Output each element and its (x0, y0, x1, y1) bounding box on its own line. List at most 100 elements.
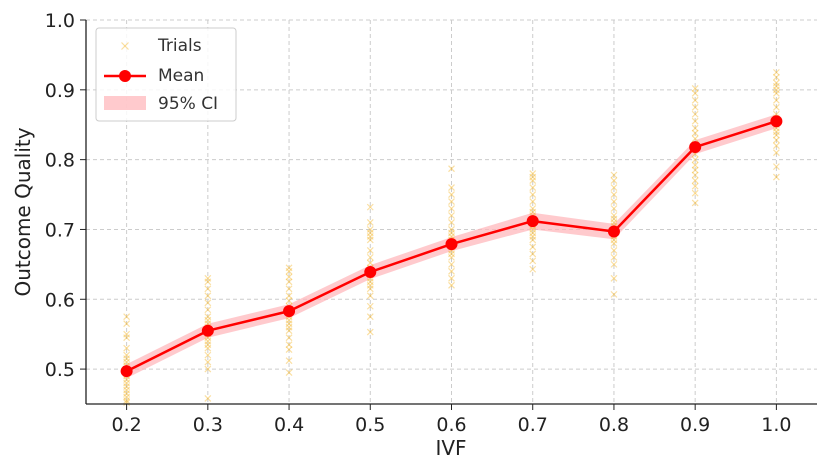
trial-point-stroke (610, 171, 618, 179)
trial-point-stroke (610, 260, 618, 268)
trial-point (529, 229, 537, 237)
trial-point (529, 191, 537, 198)
trial-point-stroke (529, 226, 537, 233)
trial-point-stroke (123, 383, 131, 390)
trial-point-stroke (123, 358, 131, 366)
y-tick-label: 0.9 (45, 80, 75, 102)
trial-point-stroke (529, 229, 537, 237)
trial-point-stroke (448, 250, 455, 258)
trial-point (285, 323, 293, 331)
trial-point-stroke (448, 226, 455, 233)
trial-point-stroke (204, 278, 212, 286)
trial-point (123, 313, 131, 321)
trial-point-stroke (529, 173, 537, 181)
trial-point-stroke (448, 226, 455, 233)
trial-point-stroke (448, 267, 455, 275)
trial-point-stroke (285, 316, 293, 324)
x-tick-label: 0.7 (518, 414, 548, 436)
trial-point-stroke (204, 344, 212, 352)
x-tick-label: 0.9 (680, 414, 710, 436)
trial-point (285, 278, 293, 286)
legend-trial-x (121, 42, 129, 50)
trial-point (123, 383, 131, 390)
trial-point-stroke (366, 236, 374, 244)
x-axis-label: IVF (435, 436, 466, 460)
trial-point (366, 233, 374, 240)
trial-point-stroke (772, 89, 780, 97)
trial-point-stroke (448, 198, 455, 205)
trial-point-stroke (366, 229, 374, 237)
trial-point-stroke (285, 267, 293, 275)
trial-point (610, 236, 618, 244)
trial-point-stroke (448, 281, 455, 289)
trial-point-stroke (123, 313, 131, 321)
trial-point-stroke (772, 173, 780, 181)
trial-point-stroke (772, 131, 780, 139)
trial-point-stroke (366, 253, 374, 261)
trial-point (691, 110, 699, 118)
trial-point-stroke (772, 128, 780, 136)
trial-point-stroke (366, 203, 374, 211)
trial-point-stroke (772, 163, 780, 171)
trial-point-stroke (366, 259, 374, 267)
trial-point-stroke (204, 285, 212, 293)
trial-point-stroke (610, 219, 618, 226)
trial-point (285, 297, 293, 305)
trial-point (529, 233, 537, 240)
trial-point-stroke (366, 285, 374, 293)
mean-point (201, 324, 214, 337)
trial-point (366, 236, 374, 244)
trial-point (204, 285, 212, 293)
trial-point (529, 236, 537, 244)
trial-point-stroke (204, 316, 212, 324)
trial-point-stroke (366, 233, 374, 240)
trial-point-stroke (123, 393, 131, 401)
x-tick-label: 0.6 (436, 414, 466, 436)
trial-point (691, 156, 699, 164)
trial-point-stroke (366, 281, 374, 289)
trial-point (610, 177, 618, 185)
trial-point (691, 124, 699, 132)
trial-point-stroke (123, 351, 131, 359)
trial-point-stroke (691, 189, 699, 197)
trial-point-stroke (772, 89, 780, 97)
trial-point (529, 184, 537, 191)
trial-point (285, 285, 293, 293)
trial-point (691, 171, 699, 179)
trial-point (123, 358, 131, 366)
trial-point-stroke (204, 299, 212, 307)
trial-point (448, 226, 455, 233)
trial-point-stroke (691, 156, 699, 164)
trial-point-stroke (610, 239, 618, 247)
trial-point-stroke (772, 96, 780, 104)
trial-point (610, 246, 618, 254)
trial-point (285, 316, 293, 324)
trial-point-stroke (529, 205, 537, 212)
trial-point-stroke (366, 292, 374, 300)
trial-point-stroke (772, 142, 780, 150)
trial-point (610, 212, 618, 219)
trial-point-stroke (529, 191, 537, 198)
trial-point (691, 177, 699, 185)
trial-point-stroke (366, 246, 374, 254)
trial-point-stroke (610, 198, 618, 205)
trial-point (691, 117, 699, 125)
trial-point (772, 149, 780, 157)
trial-point (691, 161, 699, 169)
trial-point (204, 337, 212, 345)
trial-point-stroke (123, 320, 131, 328)
trial-point-stroke (691, 171, 699, 179)
trial-point (366, 302, 374, 310)
trial-point-stroke (123, 351, 131, 359)
trial-point (610, 215, 618, 223)
trial-point (529, 250, 537, 258)
trial-point-stroke (448, 260, 455, 268)
trial-point-stroke (610, 246, 618, 254)
trial-point-stroke (772, 68, 780, 76)
trial-point-stroke (123, 386, 131, 394)
trial-point (691, 129, 699, 137)
trial-point-stroke (691, 96, 699, 104)
trial-point (448, 281, 455, 289)
trial-point-stroke (285, 267, 293, 275)
trial-point (529, 173, 537, 181)
